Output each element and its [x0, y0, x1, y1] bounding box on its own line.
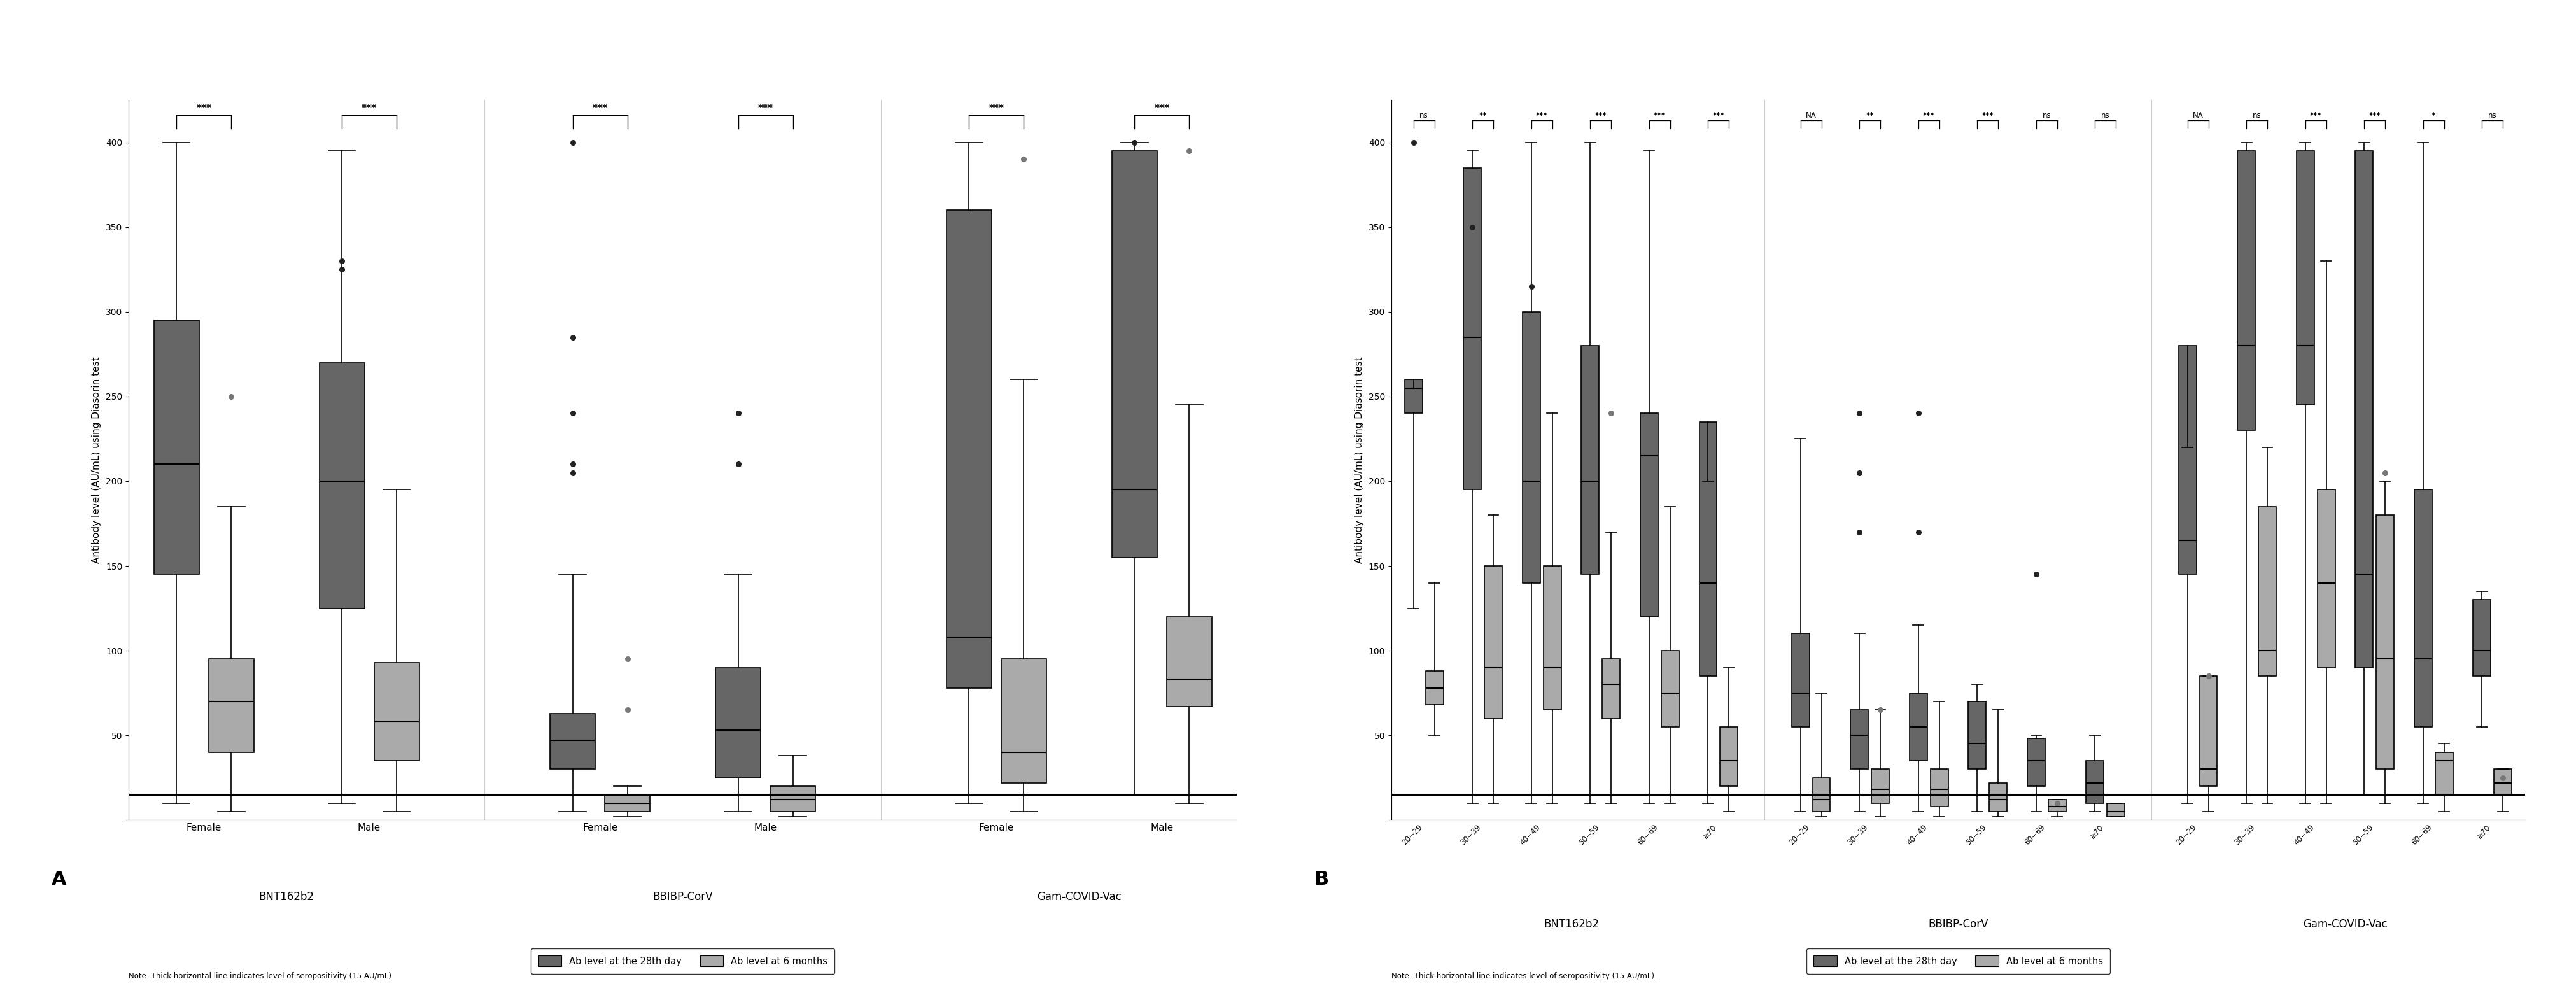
Bar: [1602, 659, 1620, 718]
Bar: [2259, 507, 2275, 676]
Text: ***: ***: [361, 104, 376, 114]
Text: NA: NA: [2192, 111, 2202, 119]
Text: ***: ***: [1595, 111, 1607, 119]
Bar: [1582, 346, 1600, 574]
Bar: [1870, 769, 1888, 803]
Bar: [2354, 151, 2372, 668]
Bar: [1968, 701, 1986, 769]
Text: ***: ***: [196, 104, 211, 114]
Bar: [1522, 312, 1540, 583]
Bar: [2048, 800, 2066, 812]
Text: ns: ns: [2488, 111, 2496, 119]
Bar: [551, 713, 595, 769]
Text: ***: ***: [1981, 111, 1994, 119]
Text: **: **: [1865, 111, 1873, 119]
Text: ***: ***: [757, 104, 773, 114]
Bar: [209, 659, 252, 752]
Bar: [2473, 600, 2491, 676]
Bar: [1790, 634, 1808, 727]
Bar: [2236, 151, 2254, 430]
Text: ***: ***: [592, 104, 608, 114]
Text: BNT162b2: BNT162b2: [258, 891, 314, 903]
Text: ns: ns: [2099, 111, 2110, 119]
Text: ***: ***: [1922, 111, 1935, 119]
Y-axis label: Antibody level (AU/mL) using Diasorin test: Antibody level (AU/mL) using Diasorin te…: [1355, 357, 1363, 563]
Bar: [1404, 380, 1422, 413]
Bar: [1929, 769, 1947, 806]
Bar: [1167, 617, 1211, 706]
Bar: [1721, 727, 1736, 786]
Bar: [2316, 490, 2334, 668]
Bar: [1662, 651, 1680, 727]
Text: ***: ***: [1713, 111, 1723, 119]
Bar: [319, 363, 363, 608]
Bar: [2414, 490, 2432, 727]
Bar: [1002, 659, 1046, 783]
Text: **: **: [1479, 111, 1486, 119]
Bar: [1425, 671, 1443, 705]
Bar: [1989, 783, 2007, 812]
Bar: [1909, 693, 1927, 761]
Bar: [1641, 413, 1656, 617]
Bar: [1850, 710, 1868, 769]
Bar: [1543, 566, 1561, 710]
Bar: [2107, 803, 2125, 817]
Text: BBIBP-CorV: BBIBP-CorV: [1927, 918, 1989, 930]
Text: ***: ***: [989, 104, 1005, 114]
Bar: [2027, 739, 2045, 786]
Text: BBIBP-CorV: BBIBP-CorV: [652, 891, 714, 903]
Text: ***: ***: [2367, 111, 2380, 119]
Bar: [2434, 752, 2452, 795]
Text: Gam-COVID-Vac: Gam-COVID-Vac: [2303, 918, 2388, 930]
Text: NA: NA: [1806, 111, 1816, 119]
Bar: [945, 210, 992, 688]
Text: ns: ns: [2251, 111, 2262, 119]
Legend: Ab level at the 28th day, Ab level at 6 months: Ab level at the 28th day, Ab level at 6 …: [1806, 948, 2110, 974]
Text: ***: ***: [1654, 111, 1664, 119]
Bar: [1113, 151, 1157, 557]
Text: ***: ***: [1154, 104, 1170, 114]
Bar: [2087, 761, 2105, 803]
Bar: [2494, 769, 2512, 795]
Bar: [2375, 515, 2393, 769]
Bar: [1463, 168, 1481, 490]
Text: A: A: [52, 870, 67, 888]
Legend: Ab level at the 28th day, Ab level at 6 months: Ab level at the 28th day, Ab level at 6 …: [531, 948, 835, 974]
Bar: [374, 662, 420, 761]
Text: Gam-COVID-Vac: Gam-COVID-Vac: [1036, 891, 1121, 903]
Bar: [770, 786, 814, 812]
Bar: [716, 668, 760, 778]
Bar: [2179, 346, 2195, 574]
Y-axis label: Antibody level (AU/mL) using Diasorin test: Antibody level (AU/mL) using Diasorin te…: [93, 357, 100, 563]
Text: ns: ns: [2043, 111, 2050, 119]
Bar: [2200, 676, 2218, 786]
Text: BNT162b2: BNT162b2: [1543, 918, 1600, 930]
Bar: [1698, 422, 1716, 676]
Text: *: *: [2432, 111, 2434, 119]
Text: Note: Thick horizontal line indicates level of seropositivity (15 AU/mL).: Note: Thick horizontal line indicates le…: [1391, 972, 1656, 980]
Bar: [1484, 566, 1502, 718]
Bar: [155, 320, 198, 574]
Bar: [605, 795, 649, 812]
Bar: [1811, 778, 1829, 812]
Text: Note: Thick horizontal line indicates level of seropositivity (15 AU/mL): Note: Thick horizontal line indicates le…: [129, 972, 392, 980]
Text: ***: ***: [2308, 111, 2321, 119]
Text: ***: ***: [1535, 111, 1548, 119]
Text: ns: ns: [1419, 111, 1427, 119]
Bar: [2295, 151, 2313, 405]
Text: B: B: [1314, 870, 1329, 888]
